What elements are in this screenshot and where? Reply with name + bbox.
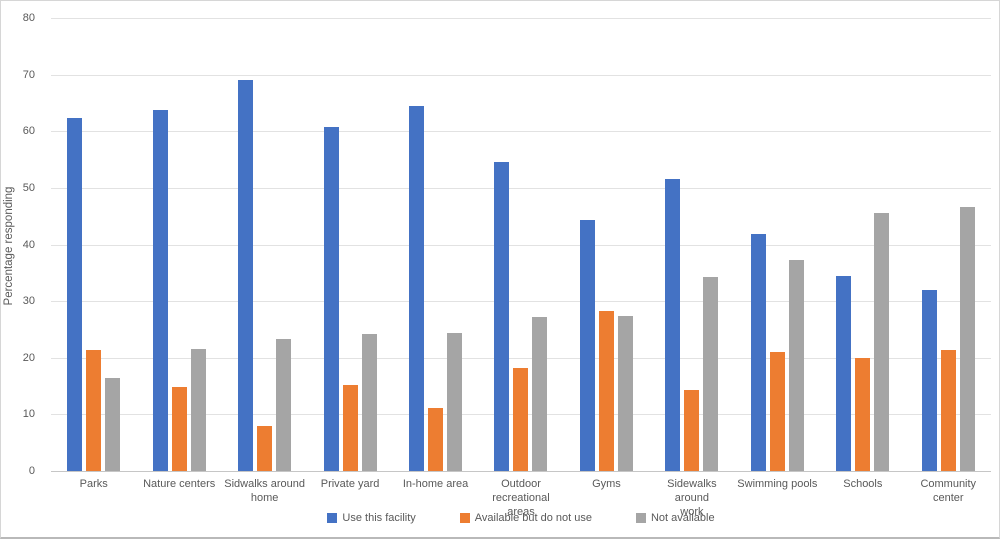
bar-group <box>820 18 905 471</box>
category-label: Gyms <box>592 478 621 490</box>
y-tick-label: 40 <box>22 238 35 251</box>
legend: Use this facility Available but do not us… <box>51 512 991 524</box>
bar <box>171 387 187 471</box>
category-label: Nature centers <box>143 478 216 490</box>
gridline <box>51 244 991 246</box>
bar <box>874 213 890 471</box>
bar-group <box>307 18 392 471</box>
y-tick-label: 50 <box>22 181 35 194</box>
category-cell: Swimming pools <box>735 477 820 519</box>
y-tick-label: 80 <box>22 12 35 24</box>
bar <box>323 126 339 471</box>
legend-swatch <box>327 513 338 523</box>
y-tick-label: 30 <box>22 295 35 308</box>
bar <box>238 80 254 471</box>
bar-group <box>735 18 820 471</box>
bar <box>769 352 785 471</box>
category-label: Private yard <box>320 478 380 490</box>
bar <box>836 275 852 471</box>
category-cell: Sidwalks around home <box>222 477 307 519</box>
legend-item: Available but do not use <box>459 512 592 524</box>
bar <box>86 350 102 471</box>
gridline <box>51 74 991 76</box>
legend-label: Use this facility <box>342 512 416 524</box>
bar <box>579 220 595 471</box>
category-label: Parks <box>79 478 108 490</box>
category-cell: Schools <box>820 477 905 519</box>
bar <box>665 179 681 471</box>
bar-groups <box>51 18 991 471</box>
bar <box>361 333 377 471</box>
y-tick-label: 70 <box>22 68 35 81</box>
bar <box>342 384 358 471</box>
bar-group <box>51 18 136 471</box>
bar <box>409 105 425 471</box>
legend-item: Not available <box>635 512 715 524</box>
x-axis-category-labels: Parks Nature centers Sidwalks around home P… <box>51 477 991 519</box>
bar-group <box>906 18 991 471</box>
category-cell: Gyms <box>564 477 649 519</box>
bar <box>703 277 719 471</box>
bar <box>67 117 83 471</box>
legend-label: Available but do not use <box>474 512 592 524</box>
category-label: Sidwalks around home <box>224 478 305 504</box>
bar <box>513 367 529 471</box>
category-label: Sidewalks around work <box>667 478 717 518</box>
bar <box>428 408 444 471</box>
gridline <box>51 187 991 189</box>
bar <box>598 310 614 471</box>
bar-group <box>393 18 478 471</box>
category-label: In-home area <box>402 478 469 490</box>
y-axis-tick-labels: 0 10 20 30 40 50 60 70 80 <box>1 1 43 537</box>
bar <box>684 390 700 471</box>
category-label: Community center <box>920 478 977 504</box>
category-cell: Sidewalks around work <box>649 477 734 519</box>
bar <box>788 260 804 471</box>
bar <box>532 316 548 471</box>
category-cell: Community center <box>906 477 991 519</box>
bar <box>276 339 292 471</box>
gridline <box>51 18 991 19</box>
category-cell: Outdoor recreational areas <box>478 477 563 519</box>
legend-swatch <box>459 513 470 523</box>
legend-item: Use this facility <box>327 512 416 524</box>
bar <box>447 332 463 471</box>
bar <box>921 289 937 471</box>
legend-swatch <box>635 513 646 523</box>
category-label: Schools <box>843 478 883 490</box>
category-cell: Nature centers <box>136 477 221 519</box>
bar <box>959 206 975 471</box>
legend-label: Not available <box>650 512 715 524</box>
category-label: Swimming pools <box>737 478 818 490</box>
bar-group <box>649 18 734 471</box>
gridline <box>51 357 991 359</box>
bar <box>750 234 766 471</box>
y-tick-label: 60 <box>22 125 35 138</box>
bar <box>105 378 121 471</box>
y-tick-label: 0 <box>28 465 35 477</box>
bar <box>617 315 633 471</box>
category-label: Outdoor recreational areas <box>492 478 550 518</box>
bar-group <box>478 18 563 471</box>
x-axis-line <box>51 471 991 472</box>
bar <box>855 357 871 471</box>
bar <box>494 161 510 471</box>
category-cell: Parks <box>51 477 136 519</box>
bar <box>190 348 206 471</box>
bar-group <box>222 18 307 471</box>
category-cell: In-home area <box>393 477 478 519</box>
bar <box>257 426 273 471</box>
y-tick-label: 20 <box>22 351 35 364</box>
y-tick-label: 10 <box>22 408 35 421</box>
bar-group <box>136 18 221 471</box>
bar-group <box>564 18 649 471</box>
bar <box>152 110 168 471</box>
gridline <box>51 301 991 303</box>
gridline <box>51 131 991 133</box>
category-cell: Private yard <box>307 477 392 519</box>
bar <box>940 350 956 471</box>
